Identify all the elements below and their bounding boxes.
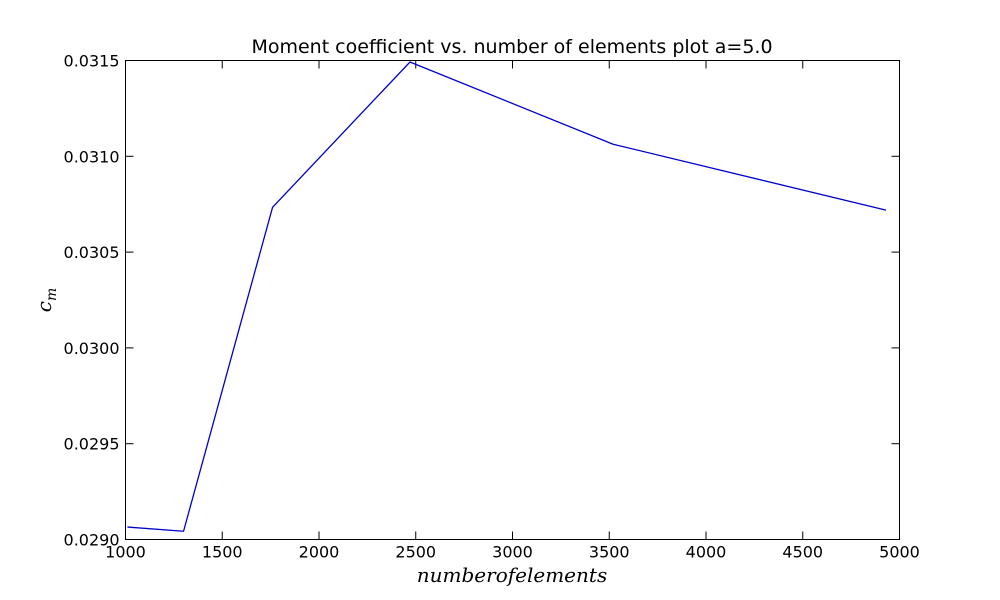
x-tick-label: 4500	[782, 543, 823, 562]
y-tick-label: 0.0290	[64, 531, 120, 550]
y-axis-label: cm	[32, 288, 60, 312]
y-tick-label: 0.0300	[64, 339, 120, 358]
x-tick-label: 5000	[879, 543, 920, 562]
x-tick-label: 4000	[686, 543, 727, 562]
y-axis-label-subscript: m	[44, 288, 60, 301]
y-tick-label: 0.0310	[64, 147, 120, 166]
y-tick-label: 0.0315	[64, 52, 120, 71]
y-axis-ticks: 0.0290 0.0295 0.0300 0.0305 0.0310 0.0315	[64, 52, 900, 550]
x-tick-label: 3000	[492, 543, 533, 562]
chart-title: Moment coefficient vs. number of element…	[251, 36, 772, 58]
y-axis-label-base: c	[32, 301, 56, 312]
x-tick-label: 2000	[299, 543, 340, 562]
y-tick-label: 0.0305	[64, 243, 120, 262]
x-tick-label: 1000	[105, 543, 146, 562]
series-line	[127, 61, 887, 532]
x-axis-label: numberofelements	[417, 563, 607, 587]
x-tick-label: 1500	[202, 543, 243, 562]
series-group	[127, 61, 887, 532]
x-tick-label: 3500	[589, 543, 630, 562]
plot-frame	[125, 60, 900, 540]
y-tick-label: 0.0295	[64, 435, 120, 454]
x-tick-label: 2500	[395, 543, 436, 562]
x-axis-ticks: 1000 1500 2000 2500 3000 3500 4000 4500 5000	[105, 60, 920, 562]
